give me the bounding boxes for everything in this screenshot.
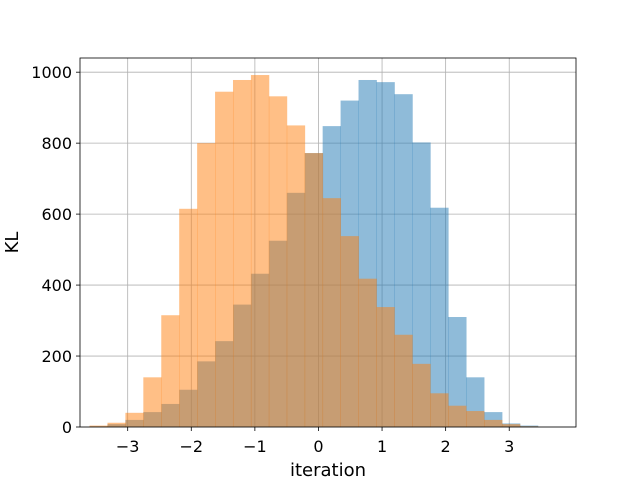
y-tick-label: 200 [41,347,72,366]
y-tick-label: 1000 [31,63,72,82]
histogram-bar-series-1 [430,207,449,427]
histogram-bar-series-2 [430,393,449,427]
plot-frame [79,57,577,428]
histogram-bar-series-2 [304,153,324,428]
histogram-bar-series-2 [322,198,341,427]
histogram-bar-series-2 [232,79,252,427]
x-tick-label: −2 [179,437,203,456]
y-tick-label: 600 [41,205,72,224]
histogram-bar-series-2 [268,96,288,428]
x-tick-label: −1 [243,437,267,456]
y-tick-label: 800 [41,134,72,153]
histogram-bar-series-2 [215,91,234,428]
x-tick-label: 3 [504,437,514,456]
x-tick-label: 0 [313,437,323,456]
histogram-bar-series-2 [340,236,359,427]
histogram-bar-series-2 [358,278,377,427]
x-tick-label: 2 [441,437,451,456]
y-tick-label: 400 [41,276,72,295]
histogram-bar-series-2 [161,315,180,427]
x-axis-label: iteration [290,460,366,480]
ticks-layer: −3 −2 −1 0 1 2 3 0 200 400 600 800 1000 [31,63,514,456]
histogram-bar-series-2 [376,307,395,427]
histogram-bar-series-2 [394,334,413,427]
histogram-bar-series-2 [286,125,306,428]
histogram-bar-series-2 [143,377,162,427]
histogram-bar-series-2 [179,208,198,427]
histogram-bar-series-2 [89,425,108,427]
histogram-bar-series-2 [125,412,144,427]
histogram-bar-series-1 [448,317,467,427]
x-tick-label: 1 [377,437,387,456]
histogram-bar-series-2 [466,411,485,427]
histogram-bar-series-2 [197,143,216,427]
histogram-bar-series-1 [412,142,431,428]
y-axis-label: KL [2,232,23,254]
histogram-bar-series-2 [250,75,270,428]
x-tick-label: −3 [116,437,140,456]
histogram-bar-series-2 [448,405,467,427]
bars-layer [89,75,539,428]
histogram-bar-series-2 [107,422,126,427]
histogram-bar-series-2 [484,419,503,427]
histogram-bar-series-2 [412,363,431,427]
y-tick-label: 0 [62,418,72,437]
histogram-bar-series-2 [501,424,521,427]
